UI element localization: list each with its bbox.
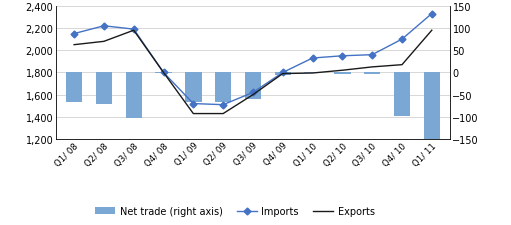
Exports [339, 70, 345, 72]
Imports [190, 103, 196, 106]
Line: Imports: Imports [72, 12, 434, 108]
Exports [310, 72, 316, 75]
Exports [220, 113, 226, 115]
Imports [310, 57, 316, 60]
Exports [101, 41, 107, 43]
Exports [280, 73, 286, 76]
Bar [96, 73, 112, 104]
Imports [399, 38, 405, 41]
Exports [399, 64, 405, 67]
Bar [126, 73, 142, 119]
Imports [250, 92, 256, 94]
Bar [394, 73, 410, 116]
Imports [131, 29, 137, 31]
Exports [369, 66, 375, 69]
Bar [155, 73, 172, 74]
Bar [245, 73, 261, 100]
Imports [369, 54, 375, 57]
Exports [190, 113, 196, 115]
Exports [131, 30, 137, 32]
Exports [429, 30, 435, 32]
Bar [424, 73, 440, 140]
Bar [305, 73, 321, 74]
Imports [280, 72, 286, 74]
Bar [274, 73, 291, 75]
Imports [220, 104, 226, 107]
Exports [71, 44, 77, 47]
Bar [185, 73, 201, 103]
Exports [250, 94, 256, 97]
Bar [364, 73, 380, 75]
Exports [160, 72, 167, 74]
Imports [339, 55, 345, 58]
Legend: Net trade (right axis), Imports, Exports: Net trade (right axis), Imports, Exports [91, 202, 379, 220]
Imports [101, 25, 107, 28]
Bar [334, 73, 351, 74]
Imports [429, 13, 435, 16]
Bar [66, 73, 82, 103]
Line: Exports: Exports [74, 31, 432, 114]
Bar [215, 73, 231, 103]
Imports [71, 33, 77, 36]
Imports [160, 72, 167, 74]
